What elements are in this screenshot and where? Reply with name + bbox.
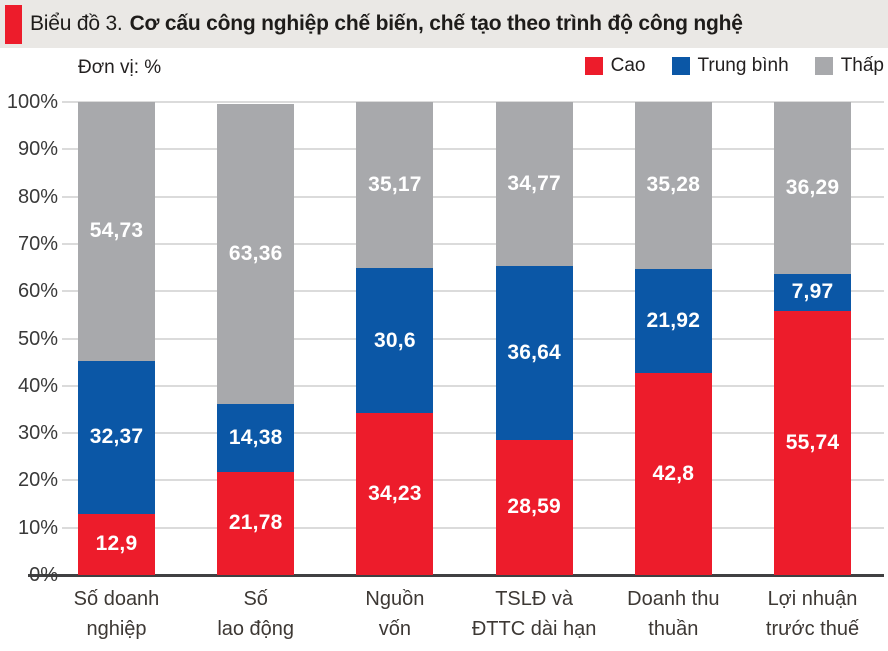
bar-segment-3-series-0: 28,59	[495, 439, 573, 575]
legend-item-0: Cao	[584, 55, 646, 77]
x-category-label-line: lao động	[217, 618, 295, 640]
bar-value-label: 21,92	[646, 308, 701, 332]
bar-segment-1-series-0: 21,78	[217, 471, 295, 575]
header-accent-bar	[5, 5, 22, 44]
y-tick-label-100%: 100%	[6, 91, 58, 113]
bar-value-label: 34,77	[507, 172, 561, 196]
bar-value-label: 12,9	[95, 532, 138, 556]
bar-value-label: 63,36	[228, 242, 283, 266]
y-tick-label-80%: 80%	[17, 185, 58, 208]
legend-label-2: Thấp	[840, 55, 884, 76]
gridline-70%	[62, 242, 884, 245]
bar-value-label: 54,73	[89, 219, 144, 243]
bar-segment-0-series-1: 32,37	[78, 360, 155, 514]
bar-segment-3-series-1: 36,64	[495, 266, 573, 440]
x-category-label-line: nghiệp	[86, 618, 147, 640]
x-category-label-1: Số lao động	[183, 584, 329, 644]
gridline-30%	[62, 432, 884, 435]
bar-segment-2-series-1: 30,6	[356, 268, 434, 414]
bar-segment-3-series-2: 34,77	[495, 102, 573, 267]
bar-segment-0-series-0: 12,9	[78, 513, 155, 575]
figure-header: Biểu đồ 3. Cơ cấu công nghiệp chế biến, c…	[0, 0, 888, 48]
gridline-80%	[62, 195, 884, 198]
bar-value-label: 36,29	[785, 175, 840, 199]
gridline-60%	[62, 290, 884, 293]
y-tick-label-90%: 90%	[17, 138, 58, 161]
bar-segment-5-series-1: 7,97	[774, 273, 851, 312]
gridline-90%	[62, 148, 884, 151]
x-category-label-2: Nguồn vốn	[322, 584, 468, 644]
y-tick-label-30%: 30%	[17, 422, 58, 445]
bar-value-label: 34,23	[368, 482, 422, 506]
bar-value-label: 21,78	[228, 511, 283, 535]
figure-title-main: Cơ cấu công nghiệp chế biến, chế tạo the…	[129, 12, 743, 35]
x-category-label-3: TSLĐ và ĐTTC dài hạn	[461, 584, 607, 644]
bar-segment-1-series-1: 14,38	[217, 403, 295, 472]
gridline-20%	[62, 479, 884, 482]
x-category-label-0: Số doanh nghiệp	[44, 584, 190, 644]
legend-label-0: Cao	[610, 55, 646, 76]
bar-value-label: 55,74	[785, 431, 840, 455]
bar-segment-4-series-2: 35,28	[634, 102, 712, 269]
x-category-label-line: Số	[243, 588, 268, 610]
x-category-label-line: Nguồn	[365, 588, 425, 610]
bar-value-label: 35,28	[646, 173, 701, 197]
bar-segment-4-series-1: 21,92	[634, 268, 712, 373]
gridline-50%	[62, 337, 884, 340]
y-tick-label-60%: 60%	[17, 280, 58, 303]
bar-value-label: 7,97	[791, 280, 834, 304]
legend: Cao Trung bình Thấp	[584, 55, 884, 77]
gridline-10%	[62, 526, 884, 529]
x-category-label-line: thuần	[648, 618, 699, 640]
x-category-label-line: Số doanh	[73, 588, 160, 610]
bar-segment-5-series-0: 55,74	[774, 311, 851, 575]
gridline-40%	[62, 384, 884, 387]
y-tick-label-70%: 70%	[17, 232, 58, 255]
y-tick-label-0%: 0%	[29, 564, 58, 586]
x-category-label-line: ĐTTC dài hạn	[471, 618, 597, 640]
figure-title-prefix: Biểu đồ 3.	[30, 12, 123, 35]
bar-value-label: 14,38	[228, 425, 283, 449]
y-tick-label-40%: 40%	[17, 374, 58, 397]
x-category-label-line: Doanh thu	[627, 588, 720, 610]
bar-value-label: 36,64	[507, 341, 561, 365]
legend-item-1: Trung bình	[671, 55, 789, 77]
y-tick-label-10%: 10%	[17, 516, 58, 539]
bar-value-label: 42,8	[652, 461, 695, 485]
unit-label: Đơn vị: %	[78, 57, 162, 78]
bar-value-label: 32,37	[89, 425, 144, 449]
y-tick-label-50%: 50%	[17, 327, 58, 350]
bar-segment-5-series-2: 36,29	[774, 102, 851, 274]
bar-segment-0-series-2: 54,73	[78, 102, 155, 361]
legend-label-1: Trung bình	[697, 55, 789, 76]
legend-swatch-1	[671, 57, 690, 75]
figure-title: Biểu đồ 3. Cơ cấu công nghiệp chế biến, c…	[30, 12, 743, 36]
x-category-label-line: trước thuế	[765, 618, 860, 640]
y-tick-label-20%: 20%	[17, 469, 58, 492]
bar-segment-2-series-0: 34,23	[356, 413, 434, 575]
bar-segment-1-series-2: 63,36	[217, 104, 295, 404]
x-category-label-5: Lợi nhuận trước thuế	[740, 584, 886, 644]
bar-value-label: 35,17	[368, 173, 422, 197]
gridline-100%	[62, 101, 884, 103]
legend-swatch-2	[814, 57, 833, 75]
bar-value-label: 28,59	[507, 495, 561, 519]
x-category-label-4: Doanh thu thuần	[600, 584, 746, 644]
x-category-label-line: Lợi nhuận	[767, 588, 858, 610]
legend-swatch-0	[584, 57, 603, 75]
x-category-label-line: TSLĐ và	[495, 588, 573, 610]
legend-item-2: Thấp	[814, 55, 884, 77]
bar-segment-2-series-2: 35,17	[356, 102, 434, 269]
chart-subheader: Đơn vị: % Cao Trung bình Thấp	[0, 50, 888, 84]
bar-segment-4-series-0: 42,8	[634, 372, 712, 575]
bar-value-label: 30,6	[374, 328, 416, 352]
x-category-label-line: vốn	[378, 618, 412, 640]
x-axis-line	[28, 574, 884, 577]
